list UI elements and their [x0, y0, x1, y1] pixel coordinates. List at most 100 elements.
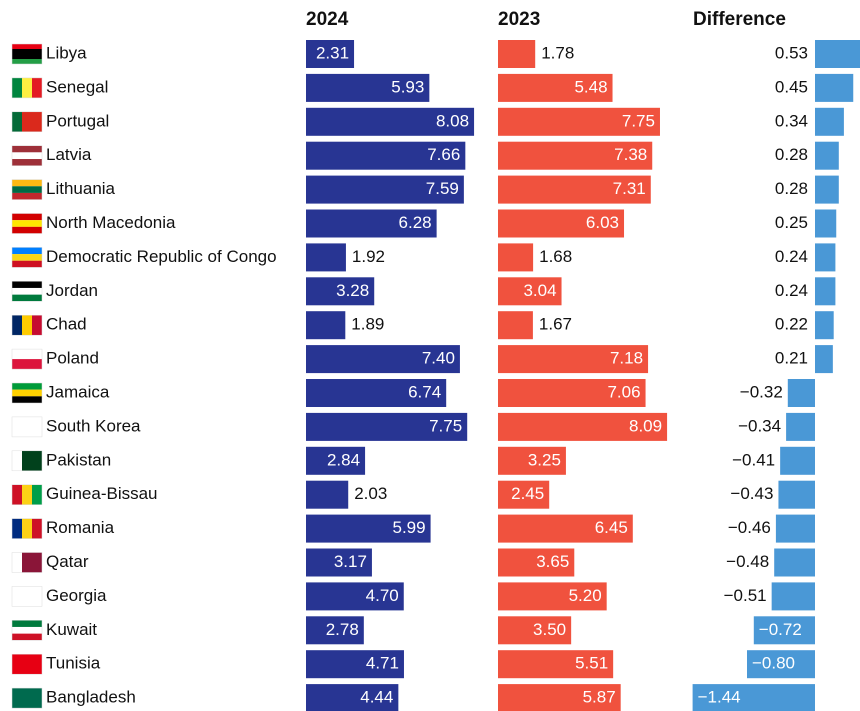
value-label: 7.66 — [427, 145, 460, 164]
flag-stripe — [12, 688, 42, 709]
value-label: 0.22 — [775, 315, 808, 334]
flag-border — [11, 653, 43, 675]
value-label: 4.71 — [366, 654, 399, 673]
flag-border — [11, 213, 43, 234]
flag-stripe — [12, 281, 42, 288]
bar — [815, 209, 837, 238]
value-label: 0.28 — [775, 179, 808, 198]
flag-stripe — [12, 518, 22, 539]
country-label: Tunisia — [46, 654, 101, 673]
value-label: 3.28 — [336, 281, 369, 300]
flag-stripe — [12, 226, 42, 234]
country-label: Lithuania — [46, 179, 116, 198]
bar — [498, 412, 668, 441]
value-label: 5.99 — [392, 518, 425, 537]
flag-border — [11, 247, 43, 268]
flag-border — [11, 179, 43, 200]
flag-stripe — [12, 315, 22, 336]
value-label: 2.78 — [326, 620, 359, 639]
country-label: Jamaica — [46, 382, 110, 401]
country-label: Qatar — [46, 552, 89, 571]
country-label: Jordan — [46, 281, 98, 300]
flag-stripe — [22, 111, 32, 132]
bar — [306, 480, 349, 509]
flag-stripe — [12, 626, 42, 634]
country-label: North Macedonia — [46, 213, 176, 232]
bar — [306, 650, 404, 679]
bar — [306, 277, 375, 306]
bar — [306, 412, 468, 441]
bar — [498, 311, 533, 340]
bar — [498, 548, 575, 577]
series-header: 2023 — [498, 9, 540, 30]
bar — [787, 379, 815, 407]
value-label: 5.87 — [583, 688, 616, 707]
flag-stripe — [12, 620, 42, 627]
bar — [815, 73, 854, 102]
bar — [498, 175, 651, 204]
flag-border — [11, 687, 43, 709]
value-label: 5.93 — [391, 77, 424, 96]
bar — [815, 345, 833, 374]
flag-stripe — [12, 654, 42, 675]
value-label: 7.75 — [622, 111, 655, 130]
flag-stripe — [22, 518, 32, 539]
flag-stripe — [12, 111, 22, 132]
country-label: Pakistan — [46, 450, 111, 469]
flag-border — [11, 518, 43, 539]
value-label: −0.80 — [752, 654, 795, 673]
bar — [778, 480, 815, 509]
flag-stripe — [12, 254, 42, 261]
value-label: 2.31 — [316, 43, 349, 62]
bar — [306, 616, 364, 645]
value-label: 8.09 — [629, 416, 662, 435]
flag-stripe — [12, 383, 42, 390]
bar — [498, 141, 653, 170]
flag-stripe — [32, 518, 42, 539]
bar — [498, 616, 572, 645]
country-label: Latvia — [46, 145, 92, 164]
country-label: Senegal — [46, 77, 108, 96]
bar — [306, 73, 430, 102]
bar — [498, 379, 646, 407]
value-label: 5.48 — [574, 77, 607, 96]
flag-stripe — [22, 315, 32, 336]
flag-stripe — [12, 49, 42, 54]
value-label: 1.89 — [351, 315, 384, 334]
flag-stripe — [12, 349, 42, 360]
value-label: 3.50 — [533, 620, 566, 639]
value-label: 6.03 — [586, 213, 619, 232]
value-label: −0.51 — [724, 586, 767, 605]
value-label: 0.24 — [775, 247, 808, 266]
value-label: 2.45 — [511, 484, 544, 503]
flag-border — [11, 77, 43, 99]
value-label: 2.03 — [354, 484, 387, 503]
country-label: Poland — [46, 349, 99, 368]
bar — [498, 650, 614, 679]
value-label: −0.72 — [759, 620, 802, 639]
flag-stripe — [12, 220, 42, 227]
flag-stripe — [32, 552, 42, 573]
value-label: −0.32 — [740, 382, 783, 401]
bar — [815, 277, 836, 306]
flag-border — [11, 145, 43, 166]
bar — [815, 243, 836, 272]
bar — [498, 345, 649, 374]
value-label: 7.31 — [613, 179, 646, 198]
value-label: 0.25 — [775, 213, 808, 232]
bar — [306, 311, 346, 340]
flag-stripe — [12, 145, 42, 153]
value-label: 1.68 — [539, 247, 572, 266]
flag-stripe — [32, 111, 42, 132]
bar — [815, 311, 834, 340]
value-label: 7.18 — [610, 349, 643, 368]
bar — [498, 514, 633, 543]
bar — [747, 650, 815, 679]
value-label: 0.45 — [775, 77, 808, 96]
flag-stripe — [12, 396, 42, 403]
bar — [774, 548, 815, 577]
flag-stripe — [12, 59, 42, 64]
value-label: 0.53 — [775, 43, 808, 62]
flag-border — [11, 382, 43, 404]
